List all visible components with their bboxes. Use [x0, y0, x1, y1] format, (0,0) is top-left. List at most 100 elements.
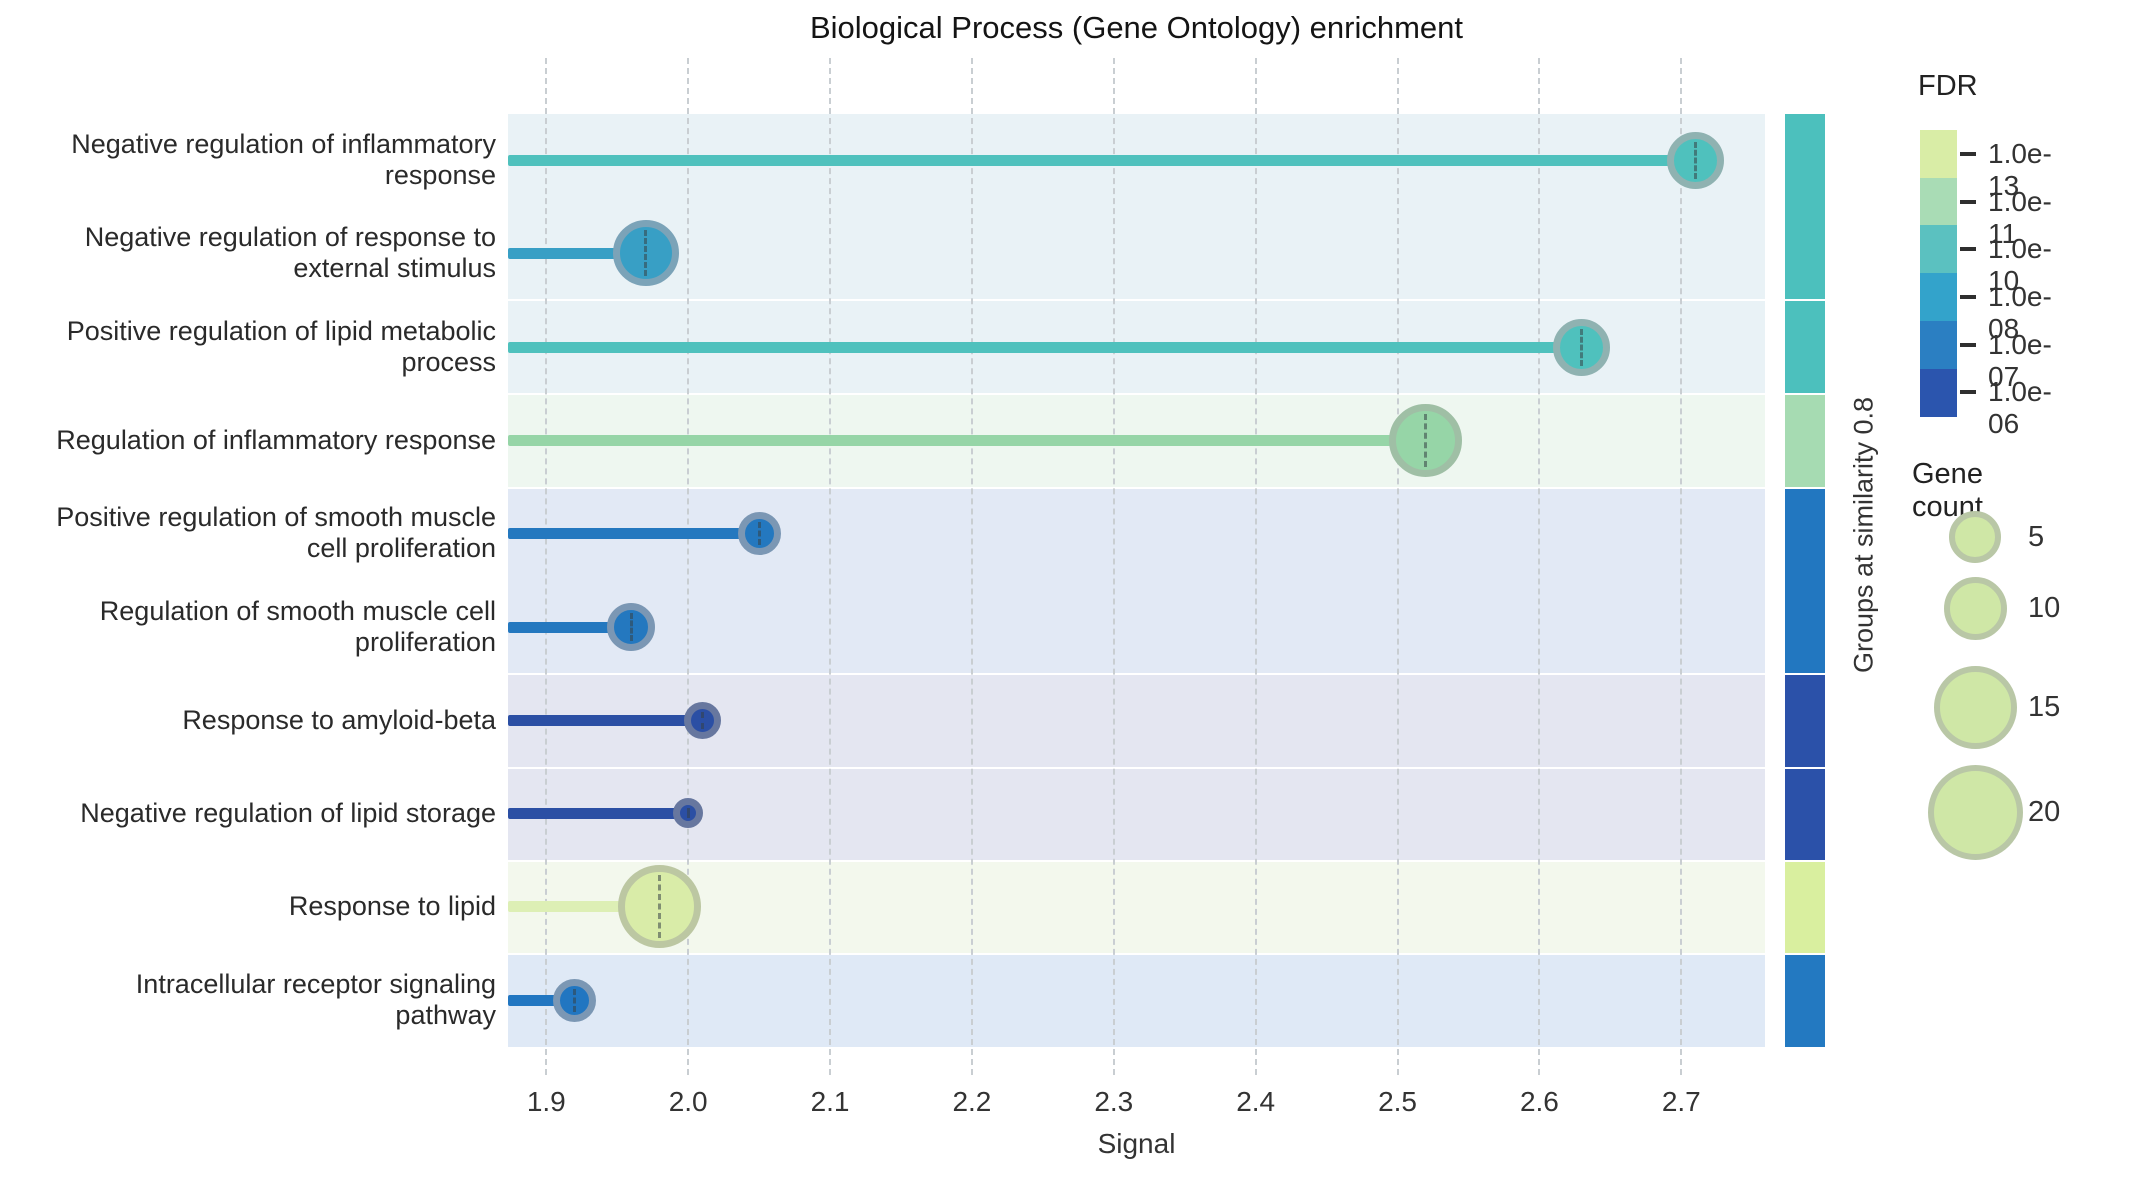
median-dash-icon — [757, 521, 761, 545]
fdr-colorbar-segment — [1920, 225, 1957, 274]
data-point — [607, 603, 656, 651]
category-label: Regulation of smooth muscle cell prolifer… — [99, 596, 496, 657]
category-label: Negative regulation of response to extern… — [84, 222, 496, 283]
fdr-colorbar-segment — [1920, 177, 1957, 226]
fdr-tick — [1960, 247, 1976, 252]
fdr-tick — [1960, 151, 1976, 156]
row-stripe — [508, 862, 1765, 953]
fdr-tick-label: 1.0e-07 — [1988, 328, 2052, 392]
row-stripe — [508, 769, 1765, 860]
row-stripe — [508, 489, 1765, 673]
lollipop-stem — [508, 154, 1696, 166]
median-dash-icon — [686, 808, 690, 818]
lollipop-stem — [508, 434, 1426, 446]
x-tick-label: 2.2 — [952, 1086, 992, 1117]
median-dash-icon — [644, 230, 648, 276]
category-label: Intracellular receptor signaling pathway — [135, 969, 496, 1030]
gene-count-label: 20 — [2028, 796, 2061, 828]
fdr-colorbar-segment — [1920, 273, 1957, 322]
fdr-tick-label: 1.0e-11 — [1988, 185, 2052, 249]
x-tick-label: 2.0 — [668, 1086, 708, 1117]
groups-strip-segment — [1785, 301, 1825, 393]
gene-count-circle — [1927, 764, 2023, 860]
gridline — [1254, 58, 1257, 1075]
gridline — [687, 58, 690, 1075]
median-dash-icon — [573, 988, 577, 1012]
gridline — [1538, 58, 1541, 1075]
fdr-legend-title: FDR — [1918, 70, 1978, 102]
lollipop-stem — [508, 994, 575, 1006]
gene-count-circle — [1949, 511, 2001, 563]
x-tick-label: 2.1 — [810, 1086, 850, 1117]
lollipop-stem — [508, 714, 703, 726]
lollipop-stem — [508, 621, 632, 633]
groups-strip-segment — [1785, 675, 1825, 767]
category-label: Negative regulation of inflammatory respo… — [71, 129, 496, 190]
fdr-colorbar-segment — [1920, 368, 1957, 417]
x-tick-label: 2.5 — [1378, 1086, 1418, 1117]
gridline — [829, 58, 832, 1075]
category-label: Positive regulation of lipid metabolic pr… — [66, 316, 496, 377]
category-label: Response to lipid — [288, 890, 496, 921]
fdr-tick-label: 1.0e-10 — [1988, 233, 2052, 297]
groups-strip-segment — [1785, 955, 1825, 1047]
gridline — [1112, 58, 1115, 1075]
groups-strip-segment — [1785, 395, 1825, 487]
data-point — [1553, 318, 1611, 376]
chart-title: Biological Process (Gene Ontology) enric… — [809, 10, 1464, 45]
gridline — [545, 58, 548, 1075]
row-stripe — [508, 114, 1765, 299]
x-axis-title: Signal — [1097, 1128, 1176, 1159]
groups-strip-segment — [1785, 769, 1825, 860]
data-point — [737, 511, 781, 555]
lollipop-stem — [508, 900, 660, 912]
fdr-tick-label: 1.0e-13 — [1988, 137, 2052, 201]
x-tick-label: 2.7 — [1661, 1086, 1701, 1117]
gridline — [1396, 58, 1399, 1075]
groups-strip-segment — [1785, 114, 1825, 299]
fdr-tick-label: 1.0e-08 — [1988, 280, 2052, 344]
fdr-colorbar-segment — [1920, 130, 1957, 179]
gene-count-label: 5 — [2028, 521, 2045, 553]
gene-count-label: 15 — [2028, 691, 2061, 723]
lollipop-stem — [508, 807, 689, 819]
groups-strip-segment — [1785, 489, 1825, 673]
gene-count-legend-title: Gene count — [1912, 458, 1983, 523]
lollipop-stem — [508, 527, 760, 539]
gene-count-circle — [1933, 665, 2017, 749]
data-point — [1389, 403, 1463, 477]
category-label: Negative regulation of lipid storage — [80, 797, 496, 828]
data-point — [612, 220, 679, 286]
category-label: Response to amyloid-beta — [182, 704, 496, 735]
gridline — [970, 58, 973, 1075]
median-dash-icon — [1693, 141, 1697, 179]
median-dash-icon — [658, 874, 662, 938]
data-point — [1666, 131, 1724, 189]
data-point — [683, 701, 721, 739]
fdr-tick — [1960, 342, 1976, 347]
fdr-tick — [1960, 294, 1976, 299]
lollipop-stem — [508, 341, 1582, 353]
median-dash-icon — [1580, 328, 1584, 366]
category-label: Regulation of inflammatory response — [56, 424, 496, 455]
data-point — [618, 864, 702, 948]
category-label: Positive regulation of smooth muscle cell… — [56, 502, 496, 563]
x-tick-label: 1.9 — [526, 1086, 566, 1117]
fdr-tick — [1960, 390, 1976, 395]
x-tick-label: 2.3 — [1094, 1086, 1134, 1117]
x-tick-label: 2.4 — [1236, 1086, 1276, 1117]
data-point — [673, 798, 704, 828]
gene-count-label: 10 — [2028, 592, 2061, 624]
median-dash-icon — [700, 711, 704, 729]
median-dash-icon — [629, 613, 633, 641]
groups-strip-segment — [1785, 862, 1825, 953]
x-tick-label: 2.6 — [1519, 1086, 1559, 1117]
fdr-tick-label: 1.0e-06 — [1988, 376, 2052, 440]
gridline — [1680, 58, 1683, 1075]
gene-count-circle — [1943, 576, 2007, 640]
fdr-tick — [1960, 199, 1976, 204]
median-dash-icon — [1424, 413, 1428, 467]
lollipop-stem — [508, 247, 646, 259]
